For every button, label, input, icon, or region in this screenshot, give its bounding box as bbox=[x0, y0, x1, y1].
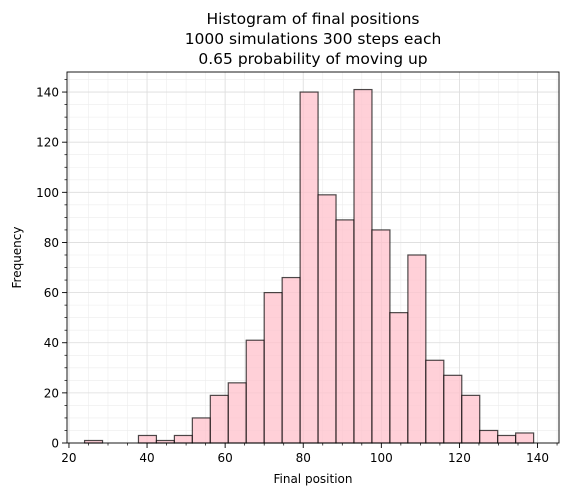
histogram-bar bbox=[515, 432, 535, 444]
y-axis-label: Frequency bbox=[10, 227, 24, 289]
x-tick-label: 80 bbox=[296, 451, 311, 465]
histogram-bar bbox=[443, 374, 463, 444]
histogram-bar bbox=[389, 312, 409, 444]
histogram-bar bbox=[479, 429, 499, 444]
title-line: Histogram of final positions bbox=[207, 10, 420, 28]
title-line: 0.65 probability of moving up bbox=[198, 50, 427, 68]
x-tick-label: 20 bbox=[61, 451, 76, 465]
y-tick-label: 120 bbox=[36, 136, 59, 150]
y-axis-ticks: 0 20 40 60 80 100 120 140 bbox=[36, 79, 67, 451]
y-tick-label: 40 bbox=[44, 336, 59, 350]
y-tick-label: 80 bbox=[44, 236, 59, 250]
histogram-bar bbox=[263, 291, 283, 444]
y-tick-label: 100 bbox=[36, 186, 59, 200]
y-tick-label: 0 bbox=[51, 437, 59, 451]
x-axis-ticks: 20 40 60 80 100 120 140 bbox=[61, 443, 558, 465]
histogram-bar bbox=[353, 88, 373, 444]
chart-title: Histogram of final positions 1000 simulat… bbox=[185, 10, 442, 68]
histogram-bar bbox=[191, 417, 211, 444]
histogram-bar bbox=[317, 194, 337, 444]
histogram-bars bbox=[83, 88, 535, 444]
histogram-bar bbox=[209, 394, 229, 444]
histogram-bar bbox=[497, 434, 517, 444]
histogram-bar bbox=[335, 219, 355, 444]
histogram-bar bbox=[371, 229, 391, 444]
histogram-bar bbox=[173, 434, 193, 444]
histogram-bar bbox=[425, 359, 445, 444]
y-tick-label: 60 bbox=[44, 286, 59, 300]
histogram-bar bbox=[407, 254, 427, 444]
x-tick-label: 100 bbox=[370, 451, 393, 465]
histogram-bar bbox=[461, 394, 481, 444]
x-tick-label: 140 bbox=[526, 451, 549, 465]
histogram-bar bbox=[137, 434, 158, 444]
histogram-bar bbox=[299, 91, 319, 444]
x-tick-label: 60 bbox=[218, 451, 233, 465]
histogram-bar bbox=[281, 276, 301, 444]
y-tick-label: 140 bbox=[36, 86, 59, 100]
y-tick-label: 20 bbox=[44, 386, 59, 400]
title-line: 1000 simulations 300 steps each bbox=[185, 30, 442, 48]
histogram-bar bbox=[245, 339, 265, 444]
x-tick-label: 40 bbox=[139, 451, 154, 465]
x-tick-label: 120 bbox=[448, 451, 471, 465]
x-axis-label: Final position bbox=[273, 472, 352, 486]
plot-frame bbox=[66, 71, 560, 444]
histogram-bar bbox=[227, 382, 247, 444]
